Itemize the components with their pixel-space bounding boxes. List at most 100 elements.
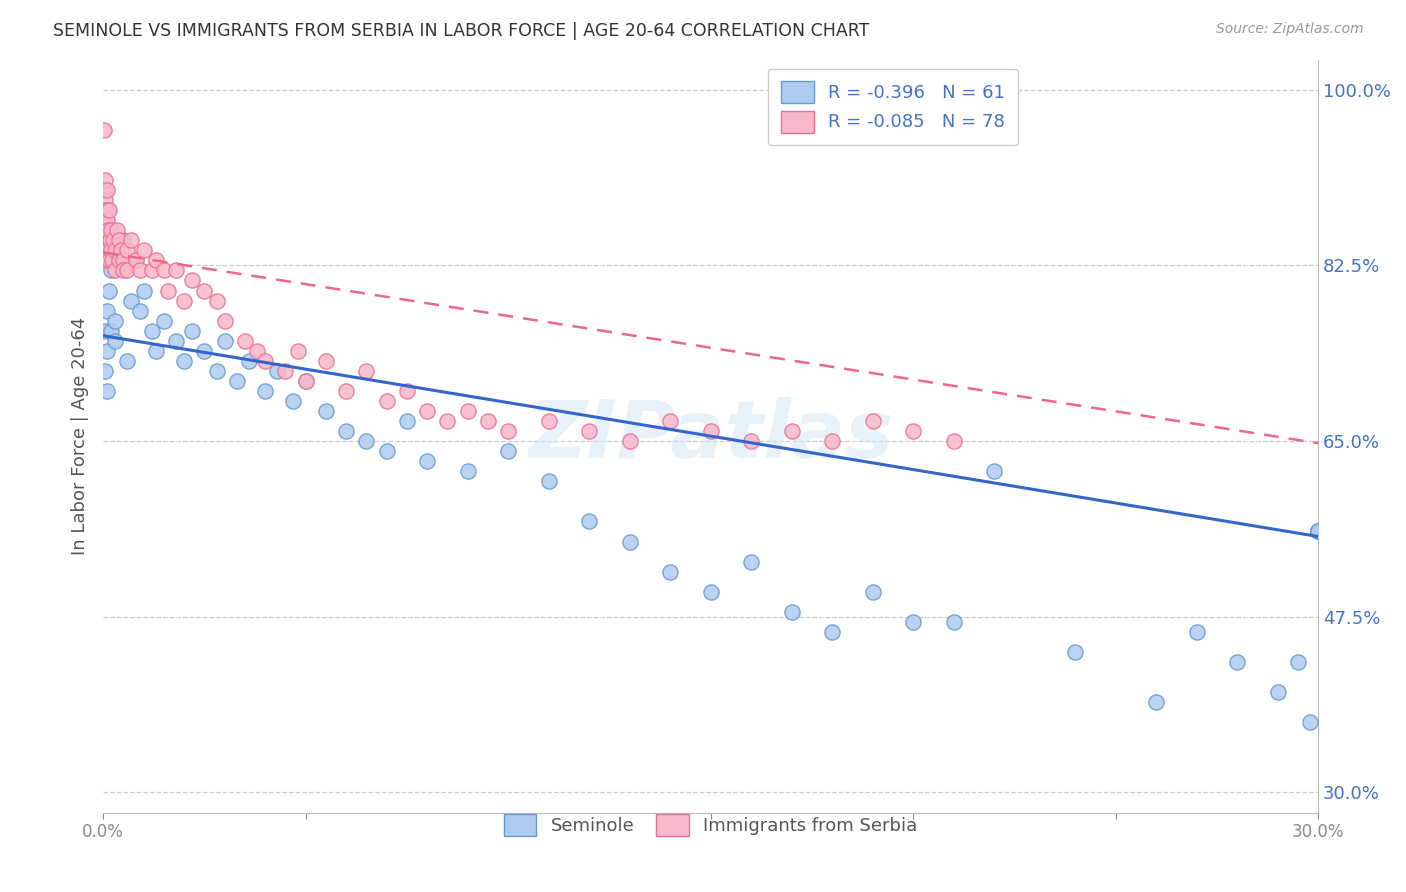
- Point: [93, 183, 115, 197]
- Point: [1267, 685, 1289, 699]
- Text: ZIPatlas: ZIPatlas: [529, 397, 893, 475]
- Point: [141, 263, 163, 277]
- Point: [238, 353, 260, 368]
- Point: [94, 203, 117, 218]
- Point: [740, 555, 762, 569]
- Point: [780, 424, 803, 438]
- Point: [173, 293, 195, 308]
- Point: [214, 334, 236, 348]
- Point: [121, 233, 143, 247]
- Point: [94, 233, 117, 247]
- Point: [862, 414, 884, 428]
- Point: [112, 233, 135, 247]
- Point: [94, 173, 117, 187]
- Point: [100, 244, 122, 258]
- Point: [254, 384, 277, 398]
- Point: [477, 414, 499, 428]
- Point: [156, 284, 179, 298]
- Point: [496, 424, 519, 438]
- Point: [205, 364, 228, 378]
- Point: [457, 404, 479, 418]
- Point: [97, 223, 120, 237]
- Text: Source: ZipAtlas.com: Source: ZipAtlas.com: [1216, 22, 1364, 37]
- Point: [283, 393, 305, 408]
- Point: [225, 374, 247, 388]
- Point: [942, 434, 965, 449]
- Point: [395, 414, 418, 428]
- Point: [1064, 645, 1087, 659]
- Point: [104, 263, 127, 277]
- Point: [94, 244, 117, 258]
- Point: [108, 233, 131, 247]
- Point: [1144, 695, 1167, 709]
- Point: [356, 364, 378, 378]
- Point: [94, 213, 117, 227]
- Point: [862, 584, 884, 599]
- Point: [578, 424, 600, 438]
- Point: [94, 364, 117, 378]
- Point: [578, 515, 600, 529]
- Point: [274, 364, 297, 378]
- Point: [112, 253, 135, 268]
- Point: [124, 253, 146, 268]
- Point: [780, 605, 803, 619]
- Point: [1308, 524, 1330, 539]
- Point: [416, 404, 439, 418]
- Point: [619, 434, 641, 449]
- Point: [315, 353, 337, 368]
- Point: [173, 353, 195, 368]
- Point: [821, 434, 844, 449]
- Point: [294, 374, 316, 388]
- Point: [699, 424, 721, 438]
- Point: [96, 183, 118, 197]
- Point: [233, 334, 256, 348]
- Point: [104, 313, 127, 327]
- Point: [128, 263, 150, 277]
- Point: [141, 324, 163, 338]
- Point: [104, 244, 127, 258]
- Y-axis label: In Labor Force | Age 20-64: In Labor Force | Age 20-64: [72, 317, 89, 555]
- Point: [96, 203, 118, 218]
- Point: [96, 223, 118, 237]
- Point: [93, 123, 115, 137]
- Point: [246, 343, 269, 358]
- Point: [98, 203, 121, 218]
- Point: [1226, 655, 1249, 669]
- Point: [457, 464, 479, 478]
- Point: [1286, 655, 1309, 669]
- Point: [98, 284, 121, 298]
- Point: [103, 233, 125, 247]
- Point: [101, 253, 124, 268]
- Point: [153, 313, 176, 327]
- Point: [659, 565, 682, 579]
- Point: [1185, 624, 1208, 639]
- Point: [496, 444, 519, 458]
- Point: [315, 404, 337, 418]
- Point: [110, 244, 132, 258]
- Point: [98, 233, 121, 247]
- Point: [335, 384, 357, 398]
- Point: [165, 263, 187, 277]
- Point: [983, 464, 1005, 478]
- Point: [287, 343, 309, 358]
- Point: [181, 273, 204, 287]
- Point: [395, 384, 418, 398]
- Point: [96, 213, 118, 227]
- Point: [112, 263, 135, 277]
- Point: [214, 313, 236, 327]
- Point: [94, 244, 117, 258]
- Point: [153, 263, 176, 277]
- Legend: Seminole, Immigrants from Serbia: Seminole, Immigrants from Serbia: [495, 805, 927, 845]
- Point: [98, 253, 121, 268]
- Point: [128, 303, 150, 318]
- Point: [942, 615, 965, 629]
- Point: [132, 284, 155, 298]
- Point: [901, 424, 924, 438]
- Point: [93, 213, 115, 227]
- Point: [96, 253, 118, 268]
- Point: [294, 374, 316, 388]
- Point: [193, 343, 215, 358]
- Point: [436, 414, 458, 428]
- Text: SEMINOLE VS IMMIGRANTS FROM SERBIA IN LABOR FORCE | AGE 20-64 CORRELATION CHART: SEMINOLE VS IMMIGRANTS FROM SERBIA IN LA…: [53, 22, 870, 40]
- Point: [96, 343, 118, 358]
